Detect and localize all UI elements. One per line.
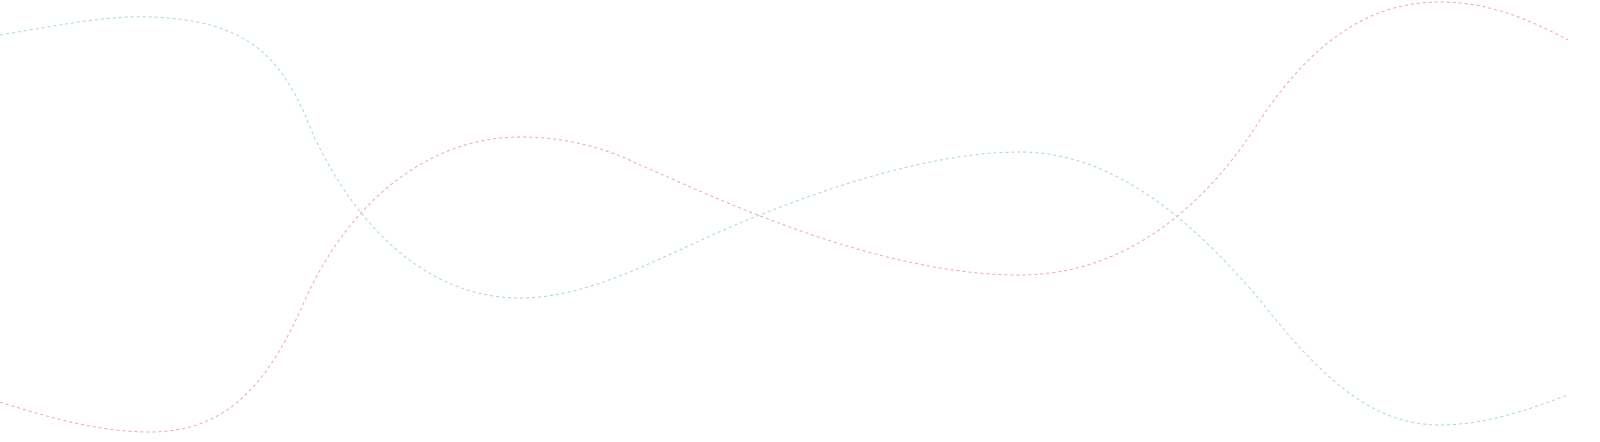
blue-wave <box>0 16 1569 426</box>
pink-wave <box>0 1 1569 433</box>
